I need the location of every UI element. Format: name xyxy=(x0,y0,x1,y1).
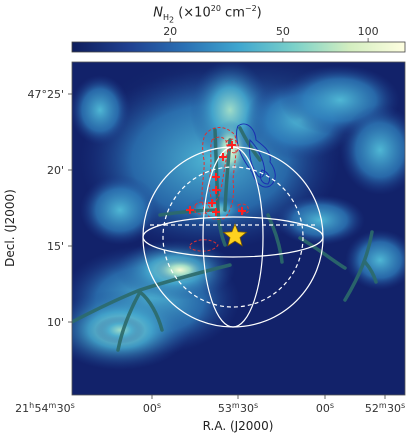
contour xyxy=(189,239,219,252)
sphere-inner-dashed xyxy=(162,166,304,308)
contour xyxy=(249,138,265,178)
red-points xyxy=(186,141,246,216)
contour xyxy=(209,136,229,202)
y-tick-label: 20' xyxy=(47,164,64,177)
plus-marker xyxy=(212,208,220,216)
plus-marker xyxy=(212,186,220,194)
filament xyxy=(363,260,378,284)
x-tick-label: 21h 54m 30s xyxy=(15,401,75,415)
x-tick-label: 00s xyxy=(143,401,161,415)
plus-marker xyxy=(208,199,216,207)
x-axis: 21h 54m 30s 00s 53m 30s 00s 52m 30s xyxy=(15,395,405,415)
x-tick-label: 00s xyxy=(316,401,334,415)
plus-marker xyxy=(219,153,227,161)
x-tick-label: 52m 30s xyxy=(365,401,405,415)
plus-marker xyxy=(228,141,236,149)
plus-marker xyxy=(238,207,246,215)
filament xyxy=(343,230,374,302)
colorbar-title: NH2 (×1020 cm−2) xyxy=(153,4,262,25)
x-axis-label: R.A. (J2000) xyxy=(203,419,274,433)
y-tick-label: 10' xyxy=(47,316,64,329)
plus-marker xyxy=(186,206,194,214)
y-tick-label: 47°25' xyxy=(27,88,64,101)
red-contours xyxy=(189,127,249,252)
filament xyxy=(72,263,232,324)
colorbar-tick-label: 20 xyxy=(163,25,177,38)
colorbar-tick-label: 50 xyxy=(276,25,290,38)
plus-marker xyxy=(212,173,220,181)
filament xyxy=(138,290,164,332)
sphere-equator xyxy=(142,216,324,258)
plot-frame xyxy=(71,61,406,396)
filament xyxy=(116,290,142,352)
y-axis: 47°25' 20' 15' 10' xyxy=(27,88,72,329)
x-tick-label: 53m 30s xyxy=(218,401,258,415)
contour xyxy=(259,169,271,185)
column-density-map xyxy=(72,62,405,395)
y-tick-label: 15' xyxy=(47,240,64,253)
y-axis-label: Decl. (J2000) xyxy=(3,189,17,267)
filament xyxy=(298,236,347,270)
gold-star-marker xyxy=(222,222,248,247)
colorbar-tick-label: 100 xyxy=(358,25,379,38)
contour xyxy=(194,201,211,215)
contour xyxy=(225,138,239,154)
colorbar: 20 50 100 xyxy=(71,25,406,53)
